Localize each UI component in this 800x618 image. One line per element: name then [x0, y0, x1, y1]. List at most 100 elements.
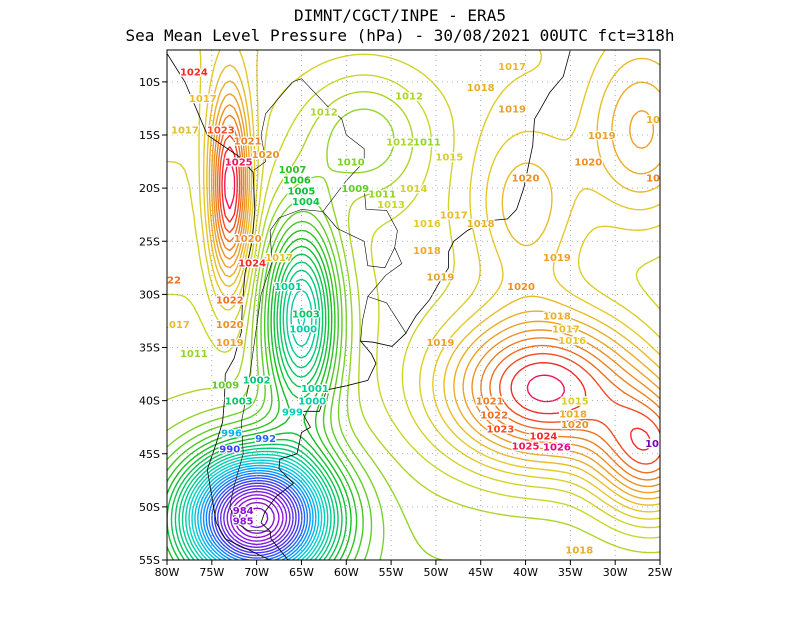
contour-label: 1021: [234, 136, 262, 147]
isobar-991: [211, 477, 303, 559]
x-tick-label: 70W: [244, 566, 269, 579]
contour-label: 1020: [574, 158, 602, 169]
isobar-1004: [170, 253, 343, 560]
contour-label: 1019: [498, 104, 526, 115]
y-axis: 10S 15S 20S 25S 30S 35S 40S 45S 50S 55S: [139, 76, 167, 567]
contour-label: 1020: [561, 420, 589, 431]
coastlines: [167, 50, 571, 560]
isobar-985: [230, 494, 284, 542]
isobar-993: [205, 472, 309, 560]
country-border: [253, 78, 302, 171]
isobar-1025: [224, 160, 565, 403]
contour-label: 1019: [543, 253, 571, 264]
contour-label: 1023: [207, 126, 235, 137]
isobar-1023: [219, 134, 660, 465]
contour-label: 1015: [561, 397, 589, 408]
contour-label: 1024: [238, 259, 266, 270]
title-line-2: Sea Mean Level Pressure (hPa) - 30/08/20…: [125, 26, 675, 45]
contour-label: 1006: [283, 176, 311, 187]
contour-label: 1020: [507, 282, 535, 293]
x-tick-label: 40W: [513, 566, 538, 579]
isobar-982: [245, 507, 269, 529]
isobar-1011: [167, 108, 443, 560]
isobar-contours: [167, 50, 660, 560]
contour-label: 1003: [292, 310, 320, 321]
isobar-1009: [167, 210, 373, 560]
contour-label: 1012: [310, 108, 338, 119]
contour-label: 102: [645, 439, 666, 450]
contour-label: 1016: [413, 219, 441, 230]
gridlines: [167, 50, 660, 560]
contour-label: 1004: [292, 197, 320, 208]
contour-label: 985: [233, 517, 254, 528]
isobar-983: [238, 501, 275, 534]
isobar-1001: [181, 278, 332, 560]
x-tick-label: 80W: [155, 566, 180, 579]
contour-label: 1018: [543, 312, 571, 323]
contour-label: 996: [221, 429, 242, 440]
country-border: [301, 78, 365, 212]
x-tick-label: 25W: [648, 566, 673, 579]
isobar-984: [234, 497, 280, 539]
isobar-997: [194, 462, 320, 560]
contour-label: 1005: [288, 186, 316, 197]
contour-label: 1018: [565, 545, 593, 556]
contour-label: 1018: [646, 115, 674, 126]
isobar-1015: [198, 50, 660, 520]
contour-label: 1001: [301, 384, 329, 395]
y-tick-label: 35S: [139, 342, 160, 355]
contour-label: 1010: [337, 158, 365, 169]
contour-label: 1002: [243, 375, 271, 386]
contour-label: 1022: [480, 410, 508, 421]
contour-label: 1019: [216, 338, 244, 349]
isobar-994: [202, 469, 311, 560]
contour-label: 1026: [543, 442, 571, 453]
country-border: [363, 188, 398, 248]
isobar-987: [223, 487, 291, 548]
isobar-1016: [203, 50, 660, 513]
x-tick-label: 30W: [603, 566, 628, 579]
y-tick-label: 10S: [139, 76, 160, 89]
isobar-992: [208, 474, 306, 560]
isobar-1024: [221, 146, 652, 451]
contour-label: 999: [282, 407, 303, 418]
isobar-1010: [167, 198, 385, 560]
contour-label: 1017: [552, 324, 580, 335]
contour-label: 1018: [467, 83, 495, 94]
isobar-990: [214, 479, 300, 557]
contour-label: 1011: [413, 137, 441, 148]
continent-coastline: [167, 50, 571, 560]
x-tick-label: 55W: [379, 566, 404, 579]
isobar-1020: [213, 104, 660, 488]
contour-label: 1012: [395, 92, 423, 103]
contour-label: 1016: [558, 336, 586, 347]
contour-label: 1009: [211, 381, 239, 392]
contour-label: 1025: [512, 441, 540, 452]
y-tick-label: 45S: [139, 448, 160, 461]
contour-label: 1022: [153, 276, 181, 287]
contour-label: 1019: [426, 272, 454, 283]
isobar-1003: [174, 261, 339, 560]
isobar-1012: [167, 91, 660, 554]
contour-label: 1017: [440, 211, 468, 222]
contour-label: 1015: [435, 152, 463, 163]
contour-label: 1018: [467, 219, 495, 230]
x-tick-label: 50W: [423, 566, 448, 579]
contour-label: 1011: [368, 189, 396, 200]
x-axis: 80W 75W 70W 65W 60W 55W 50W 45W 40W 35W 30W 25W: [155, 560, 673, 579]
isobar-986: [226, 490, 288, 546]
y-tick-label: 20S: [139, 182, 160, 195]
isobar-1005: [167, 245, 347, 560]
y-tick-label: 15S: [139, 129, 160, 142]
contour-label: 1022: [216, 296, 244, 307]
contour-label: 1021: [646, 174, 674, 185]
contour-label: 1014: [400, 184, 428, 195]
contour-label: 1012: [386, 137, 414, 148]
isobar-1002: [178, 269, 336, 560]
isobar-1013: [167, 74, 660, 539]
country-border: [229, 217, 280, 532]
contour-label: 1019: [588, 131, 616, 142]
x-tick-label: 75W: [199, 566, 224, 579]
isobar-1021: [214, 114, 660, 481]
